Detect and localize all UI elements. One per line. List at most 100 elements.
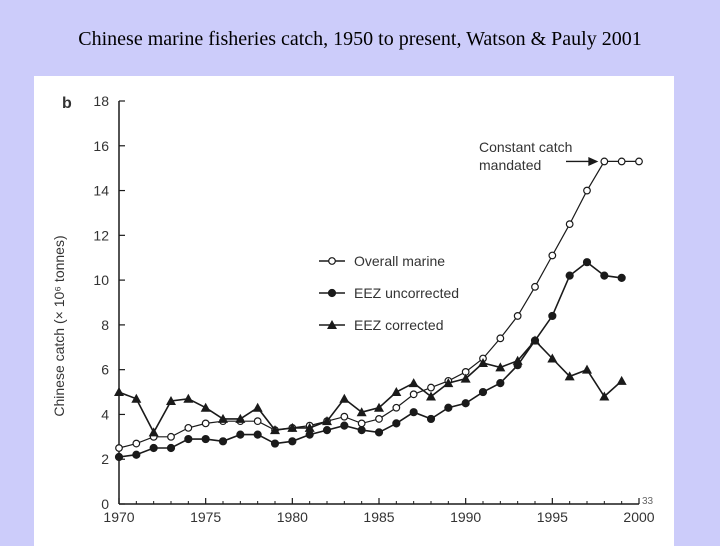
legend-label: EEZ uncorrected: [354, 285, 459, 301]
data-point: [617, 157, 626, 166]
data-point: [270, 439, 280, 448]
legend-marker: [327, 320, 337, 329]
data-point: [184, 423, 193, 432]
data-point: [356, 407, 367, 417]
legend-item: Overall marine: [319, 253, 445, 269]
data-point: [443, 378, 454, 388]
data-point: [599, 391, 610, 401]
data-point: [496, 379, 505, 388]
y-tick-label: 0: [101, 496, 109, 512]
data-point: [131, 393, 142, 403]
page-number: 33: [642, 496, 654, 507]
data-point: [148, 427, 159, 437]
data-point: [218, 413, 228, 423]
data-point: [444, 403, 453, 412]
data-point: [547, 353, 558, 363]
catch-line-chart: b Chinese catch (× 10⁶ tonnes) 0 2 4 6 8 10 12…: [51, 93, 655, 525]
data-point: [583, 186, 591, 195]
figure-panel: b Chinese catch (× 10⁶ tonnes) 0 2 4 6 8 10 12…: [34, 76, 674, 546]
legend-marker: [327, 288, 337, 298]
legend-marker: [328, 257, 336, 265]
data-point: [408, 378, 419, 388]
data-point: [461, 399, 470, 408]
x-tick-label: 1995: [537, 509, 568, 525]
data-point: [460, 373, 471, 383]
x-tick-label: 2000: [623, 509, 654, 525]
data-point: [565, 271, 574, 280]
legend: Overall marine EEZ uncorrected EEZ correct…: [319, 253, 459, 333]
data-point: [288, 437, 297, 446]
legend-item: EEZ uncorrected: [319, 285, 459, 301]
data-point: [201, 434, 210, 444]
data-point: [166, 396, 176, 406]
x-tick-label: 1985: [363, 509, 394, 525]
data-point: [114, 387, 124, 397]
data-point: [252, 402, 263, 412]
slide-title: Chinese marine fisheries catch, 1950 to …: [78, 28, 642, 50]
y-tick-label: 18: [93, 93, 109, 109]
annotation-arrow-head: [588, 156, 599, 166]
legend-label: EEZ corrected: [354, 317, 443, 333]
x-tick-label: 1980: [277, 509, 308, 525]
data-point: [270, 425, 280, 435]
data-point: [235, 413, 246, 423]
data-point: [513, 312, 522, 320]
y-tick-label: 12: [93, 227, 109, 243]
data-point: [600, 271, 609, 280]
series-eez-corrected: [114, 335, 627, 437]
series-line: [118, 339, 623, 435]
data-point: [253, 417, 262, 426]
axes: 0 2 4 6 8 10 12 14 16 18 1970 1975 1980 1985 1990 1995 2…: [93, 93, 654, 525]
data-point: [478, 357, 488, 367]
y-tick-label: 10: [93, 272, 109, 288]
data-point: [236, 430, 245, 439]
data-point: [357, 426, 366, 435]
data-point: [322, 416, 332, 426]
data-point: [166, 443, 176, 453]
data-point: [392, 419, 401, 428]
data-point: [495, 362, 506, 372]
x-tick-label: 1975: [190, 509, 221, 525]
data-point: [183, 393, 194, 403]
data-point: [582, 258, 592, 267]
data-point: [200, 402, 211, 412]
data-point: [616, 375, 627, 385]
data-point: [114, 452, 124, 462]
data-point: [478, 387, 488, 397]
y-tick-label: 14: [93, 183, 109, 199]
data-point: [167, 432, 175, 441]
data-point: [391, 387, 402, 397]
data-point: [548, 251, 557, 260]
data-point: [600, 157, 609, 166]
x-tick-label: 1990: [450, 509, 481, 525]
data-point: [304, 422, 315, 432]
legend-item: EEZ corrected: [319, 317, 443, 333]
y-tick-label: 2: [101, 451, 109, 467]
data-point: [392, 403, 401, 412]
data-point: [305, 430, 314, 439]
data-point: [339, 393, 350, 403]
data-point: [340, 412, 349, 421]
data-point: [374, 428, 384, 437]
data-point: [427, 383, 435, 392]
data-point: [548, 311, 557, 321]
data-point: [253, 430, 262, 439]
legend-label: Overall marine: [354, 253, 445, 269]
series-layer: [114, 157, 643, 462]
data-point: [409, 390, 418, 399]
data-point: [409, 408, 418, 417]
data-point: [201, 419, 210, 428]
x-tick-label: 1970: [103, 509, 134, 525]
data-point: [218, 437, 228, 446]
data-point: [426, 414, 436, 424]
annotation: Constant catch mandated: [479, 139, 599, 173]
data-point: [374, 402, 384, 412]
y-tick-label: 4: [101, 406, 109, 422]
annotation-line-2: mandated: [479, 157, 541, 173]
y-tick-label: 8: [101, 317, 109, 333]
data-point: [565, 220, 574, 229]
annotation-line-1: Constant catch: [479, 139, 572, 155]
data-point: [340, 421, 349, 430]
data-point: [322, 426, 332, 435]
data-point: [132, 439, 141, 448]
